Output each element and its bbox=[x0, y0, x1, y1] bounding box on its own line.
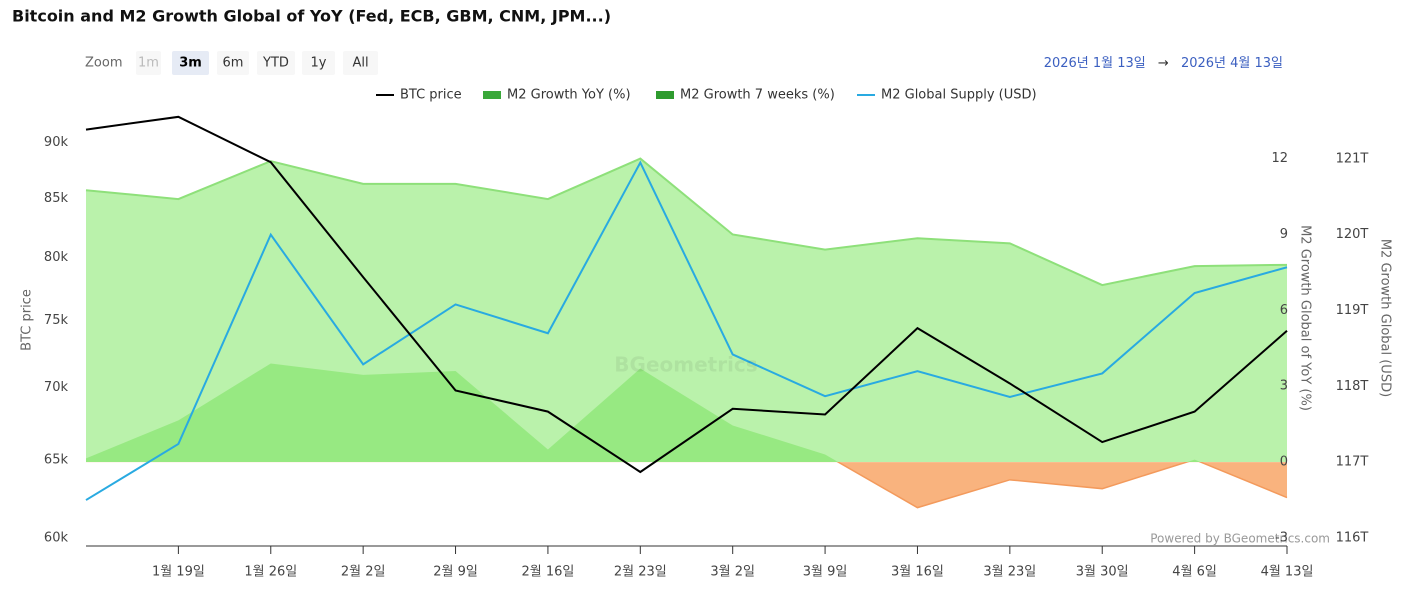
area-negative bbox=[86, 462, 1287, 508]
x-tick-label: 3월 9일 bbox=[803, 565, 848, 580]
y2-tick-label: 12 bbox=[1271, 151, 1288, 166]
y2-tick-label: -3 bbox=[1275, 531, 1288, 546]
legend-label[interactable]: M2 Global Supply (USD) bbox=[881, 88, 1037, 103]
zoom-button-label[interactable]: YTD bbox=[262, 56, 289, 71]
zoom-button[interactable] bbox=[136, 51, 161, 75]
x-tick-label: 2월 2일 bbox=[341, 565, 386, 580]
y-tick-label: 85k bbox=[44, 191, 69, 206]
y-axis-title: BTC price bbox=[20, 289, 35, 351]
zoom-button-label[interactable]: 1m bbox=[138, 56, 159, 71]
legend-swatch bbox=[656, 91, 674, 99]
legend-label[interactable]: M2 Growth 7 weeks (%) bbox=[680, 88, 835, 103]
legend-swatch bbox=[483, 91, 501, 99]
x-tick-label: 3월 23일 bbox=[983, 565, 1036, 580]
y3-tick-label: 121T bbox=[1336, 151, 1369, 166]
x-tick-label: 1월 19일 bbox=[152, 565, 205, 580]
x-tick-label: 2월 16일 bbox=[521, 565, 574, 580]
zoom-button-label[interactable]: 1y bbox=[311, 56, 327, 71]
legend-label[interactable]: M2 Growth YoY (%) bbox=[507, 88, 631, 103]
y3-tick-label: 119T bbox=[1336, 303, 1369, 318]
zoom-button-label[interactable]: 6m bbox=[223, 56, 244, 71]
y-tick-label: 90k bbox=[44, 135, 69, 150]
y2-tick-label: 3 bbox=[1280, 379, 1288, 394]
chart-title: Bitcoin and M2 Growth Global of YoY (Fed… bbox=[12, 7, 611, 26]
zoom-button[interactable] bbox=[172, 51, 209, 75]
y2-axis-title: M2 Growth Global of YoY (%) bbox=[1298, 225, 1313, 411]
watermark: BGeometrics bbox=[614, 353, 757, 377]
area bbox=[86, 363, 1201, 462]
y3-tick-label: 118T bbox=[1336, 379, 1369, 394]
y-tick-label: 75k bbox=[44, 313, 69, 328]
y-tick-label: 80k bbox=[44, 250, 69, 265]
area-line bbox=[85, 157, 1288, 287]
y3-tick-label: 117T bbox=[1336, 455, 1369, 470]
x-tick-label: 3월 16일 bbox=[891, 565, 944, 580]
y2-tick-label: 9 bbox=[1280, 227, 1288, 242]
zoom-button[interactable] bbox=[217, 51, 249, 75]
zoom-button[interactable] bbox=[302, 51, 335, 75]
x-tick-label: 4월 13일 bbox=[1261, 565, 1314, 580]
date-range: 2026년 1월 13일 → 2026년 4월 13일 bbox=[1044, 56, 1283, 71]
line bbox=[85, 115, 1288, 474]
zoom-button-label[interactable]: 3m bbox=[179, 56, 202, 71]
y-tick-label: 65k bbox=[44, 452, 69, 467]
line bbox=[85, 160, 1288, 501]
legend-label[interactable]: BTC price bbox=[400, 88, 462, 103]
zoom-button[interactable] bbox=[343, 51, 378, 75]
y3-tick-label: 116T bbox=[1336, 531, 1369, 546]
area-negative-line bbox=[836, 462, 1288, 509]
y3-tick-label: 120T bbox=[1336, 227, 1369, 242]
y-tick-label: 60k bbox=[44, 531, 69, 546]
x-tick-label: 2월 9일 bbox=[433, 565, 478, 580]
x-tick-label: 4월 6일 bbox=[1172, 565, 1217, 580]
y2-tick-label: 6 bbox=[1280, 303, 1288, 318]
x-tick-label: 1월 26일 bbox=[244, 565, 297, 580]
x-tick-label: 3월 2일 bbox=[710, 565, 755, 580]
zoom-label: Zoom bbox=[85, 56, 122, 71]
date-from: 2026년 1월 13일 bbox=[1044, 56, 1146, 71]
plot-area bbox=[85, 115, 1288, 509]
x-tick-label: 2월 23일 bbox=[614, 565, 667, 580]
zoom-button-label[interactable]: All bbox=[352, 56, 368, 71]
y2-tick-label: 0 bbox=[1280, 455, 1288, 470]
date-to: 2026년 4월 13일 bbox=[1181, 56, 1283, 71]
credits: Powered by BGeometrics.com bbox=[1150, 532, 1330, 546]
y-tick-label: 70k bbox=[44, 380, 69, 395]
date-separator: → bbox=[1158, 56, 1169, 71]
x-tick-label: 3월 30일 bbox=[1076, 565, 1129, 580]
zoom-button[interactable] bbox=[257, 51, 295, 75]
y3-axis-title: M2 Growth Global (USD) bbox=[1378, 239, 1393, 397]
